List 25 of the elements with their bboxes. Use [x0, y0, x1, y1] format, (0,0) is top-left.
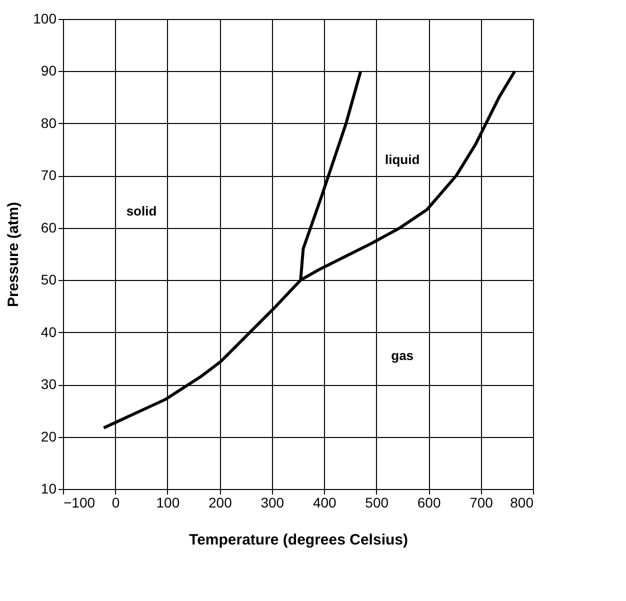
- annotation: solid: [126, 204, 157, 219]
- y-tick-label: 100: [33, 10, 57, 26]
- x-tick-label: 500: [365, 494, 389, 510]
- y-axis-title: Pressure (atm): [5, 202, 22, 308]
- y-tick-label: 30: [40, 376, 57, 392]
- y-tick-label: 90: [40, 62, 57, 79]
- x-tick-label: 0: [112, 494, 120, 510]
- x-axis-title: Temperature (degrees Celsius): [189, 532, 408, 548]
- x-tick-label: 700: [470, 494, 494, 510]
- x-tick-label: 600: [417, 494, 441, 510]
- x-tick-label: 400: [312, 494, 337, 510]
- x-tick-label: 100: [156, 494, 180, 510]
- y-tick-label: 40: [40, 324, 57, 340]
- y-tick-label: 20: [40, 428, 57, 444]
- annotation: gas: [391, 348, 414, 363]
- x-tick-label: 800: [510, 494, 534, 510]
- y-tick-label: 70: [40, 167, 57, 184]
- annotation: liquid: [385, 152, 420, 167]
- x-tick-label: 300: [260, 494, 284, 510]
- y-tick-label: 50: [40, 272, 57, 288]
- y-tick-label: 60: [40, 219, 57, 236]
- y-tick-label: 10: [40, 480, 57, 496]
- y-tick-label: 80: [40, 114, 57, 131]
- x-tick-label: 200: [208, 494, 232, 510]
- x-tick-label: −100: [64, 494, 96, 510]
